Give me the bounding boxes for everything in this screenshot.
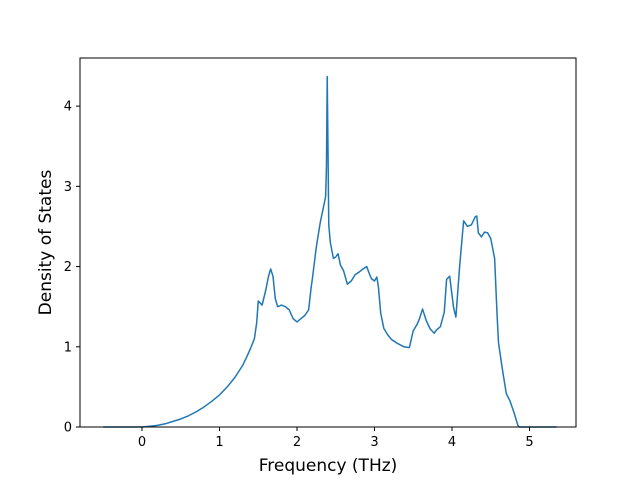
x-tick-label: 0 <box>138 435 146 450</box>
axes-frame <box>79 57 577 428</box>
y-tick-label: 0 <box>64 421 72 436</box>
x-tick-label: 1 <box>215 435 223 450</box>
x-axis-ticks: 0 1 2 3 4 5 <box>138 427 534 450</box>
y-tick-label: 3 <box>64 180 72 195</box>
x-tick-label: 5 <box>525 435 533 450</box>
x-tick-label: 3 <box>370 435 378 450</box>
x-tick-label: 4 <box>448 435 456 450</box>
y-tick-label: 4 <box>64 100 72 115</box>
x-tick-label: 2 <box>293 435 301 450</box>
x-axis-label: Frequency (THz) <box>259 456 398 476</box>
dos-series-line <box>103 75 557 428</box>
plot-area <box>103 75 557 428</box>
y-axis-ticks: 0 1 2 3 4 <box>64 100 80 436</box>
y-tick-label: 1 <box>64 340 72 355</box>
y-axis-label: Density of States <box>36 170 56 316</box>
y-tick-label: 2 <box>64 260 72 275</box>
